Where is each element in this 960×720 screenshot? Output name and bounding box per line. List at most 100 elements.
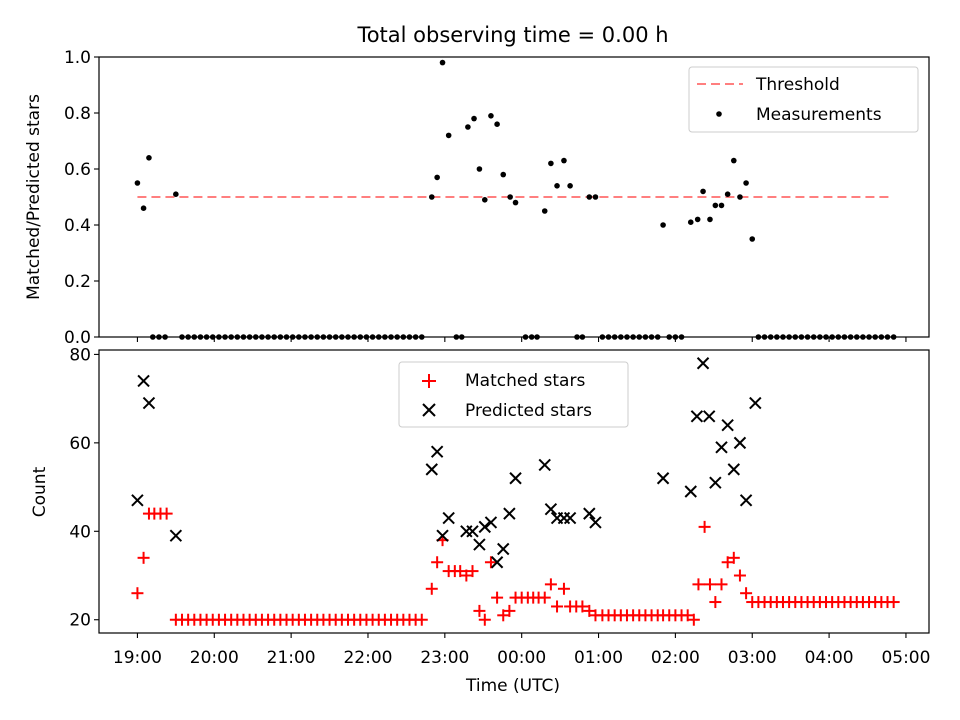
matched-star-point bbox=[503, 604, 516, 617]
measurement-point bbox=[561, 157, 567, 164]
x-tick-label: 21:00 bbox=[267, 648, 316, 668]
measurement-point bbox=[500, 171, 507, 178]
matched-star-point bbox=[740, 587, 753, 600]
measurement-point bbox=[481, 197, 488, 203]
x-tick-label: 01:00 bbox=[574, 648, 623, 668]
predicted-star-point bbox=[538, 458, 551, 472]
predicted-star-point bbox=[490, 556, 504, 569]
x-tick-label: 23:00 bbox=[420, 648, 469, 668]
matched-star-point bbox=[466, 565, 479, 578]
measurement-point bbox=[488, 113, 494, 119]
bottom-legend-box bbox=[398, 361, 629, 428]
matched-legend-label: Matched stars bbox=[465, 371, 585, 391]
measurement-point bbox=[146, 155, 152, 161]
predicted-star-point bbox=[709, 476, 722, 489]
matched-star-point bbox=[137, 551, 150, 564]
predicted-star-point bbox=[430, 445, 444, 458]
predicted-star-point bbox=[749, 396, 762, 410]
predicted-star-point bbox=[436, 529, 449, 542]
predicted-star-point bbox=[727, 463, 741, 476]
predicted-star-point bbox=[583, 507, 596, 520]
measurement-point bbox=[548, 160, 554, 167]
predicted-star-point bbox=[656, 472, 670, 485]
chart-title: Total observing time = 0.00 h bbox=[356, 23, 668, 47]
x-tick-label: 22:00 bbox=[343, 648, 392, 668]
measurement-point bbox=[439, 59, 446, 66]
measurement-point bbox=[660, 222, 666, 228]
predicted-star-point bbox=[696, 357, 710, 370]
measurement-point bbox=[737, 194, 743, 200]
x-tick-label: 20:00 bbox=[190, 648, 239, 668]
measurement-point bbox=[749, 236, 756, 242]
matched-star-point bbox=[454, 565, 467, 578]
measurement-point bbox=[428, 194, 435, 200]
bottom-y-tick-label: 80 bbox=[69, 345, 91, 365]
top-legend: Threshold Measurements bbox=[688, 66, 919, 133]
matched-star-point bbox=[709, 596, 722, 609]
measurement-point bbox=[554, 183, 560, 189]
predicted-star-point bbox=[425, 463, 438, 476]
matched-star-point bbox=[551, 600, 564, 613]
matched-star-point bbox=[460, 569, 473, 582]
matched-star-point bbox=[715, 578, 728, 591]
measurement-point bbox=[471, 115, 477, 122]
measurement-point bbox=[476, 166, 483, 172]
matched-star-point bbox=[538, 591, 551, 604]
predicted-star-point bbox=[473, 538, 486, 551]
bottom-y-axis-label: Count bbox=[30, 466, 50, 517]
x-tick-label: 03:00 bbox=[728, 648, 777, 668]
measurement-point bbox=[687, 219, 694, 225]
bottom-y-ticks: 20 40 60 80 bbox=[69, 345, 99, 631]
predicted-star-point bbox=[563, 511, 577, 525]
predicted-star-point bbox=[733, 436, 747, 450]
bottom-y-tick-label: 20 bbox=[69, 611, 91, 631]
top-x-ticks bbox=[136, 337, 907, 342]
measurement-point bbox=[586, 194, 593, 200]
predicted-star-point bbox=[466, 525, 479, 538]
measurement-point bbox=[173, 191, 179, 197]
top-axes-frame bbox=[98, 56, 930, 338]
matched-legend-swatch bbox=[422, 374, 436, 388]
predicted-star-point bbox=[739, 494, 753, 507]
matched-star-point bbox=[687, 613, 700, 626]
matched-star-point bbox=[415, 613, 428, 626]
bottom-legend: Matched stars Predicted stars bbox=[398, 361, 629, 428]
matched-star-point bbox=[727, 551, 740, 564]
bottom-panel: 20 40 60 80 19:00 20:00 21:00 22:00 23:00 00:00 0… bbox=[30, 345, 930, 696]
predicted-star-point bbox=[589, 516, 602, 529]
matched-star-point bbox=[497, 609, 510, 622]
predicted-star-point bbox=[702, 410, 716, 423]
measurements-legend-swatch bbox=[716, 111, 722, 117]
predicted-star-point bbox=[484, 516, 498, 529]
predicted-star-point bbox=[442, 511, 455, 525]
predicted-star-point bbox=[131, 494, 144, 507]
measurement-point bbox=[507, 194, 513, 200]
top-y-tick-label: 0.2 bbox=[64, 272, 91, 292]
bottom-axes-frame bbox=[98, 349, 930, 634]
bottom-y-tick-label: 40 bbox=[69, 522, 91, 542]
matched-star-point bbox=[887, 596, 900, 609]
measurement-point bbox=[730, 157, 737, 164]
matched-star-point bbox=[698, 520, 711, 533]
matched-star-point bbox=[425, 582, 438, 595]
measurement-point bbox=[465, 124, 471, 130]
predicted-star-point bbox=[497, 542, 510, 556]
measurement-point bbox=[134, 180, 141, 186]
matched-star-point bbox=[681, 609, 694, 622]
predicted-star-point bbox=[169, 529, 183, 542]
predicted-star-point bbox=[478, 520, 492, 534]
measurement-point bbox=[724, 191, 731, 197]
predicted-star-point bbox=[509, 472, 522, 485]
measurement-point bbox=[743, 180, 749, 186]
predicted-legend-label: Predicted stars bbox=[465, 401, 592, 421]
bottom-x-ticks: 19:00 20:00 21:00 22:00 23:00 00:00 01:00 02:00… bbox=[113, 633, 930, 668]
x-tick-label: 04:00 bbox=[805, 648, 854, 668]
matched-star-point bbox=[583, 604, 596, 617]
matched-star-point bbox=[692, 578, 705, 591]
predicted-star-point bbox=[142, 396, 156, 410]
matched-star-point bbox=[491, 591, 504, 604]
predicted-star-point bbox=[721, 418, 734, 432]
top-y-axis-label: Matched/Predicted stars bbox=[24, 94, 44, 300]
top-legend-box bbox=[688, 66, 919, 133]
